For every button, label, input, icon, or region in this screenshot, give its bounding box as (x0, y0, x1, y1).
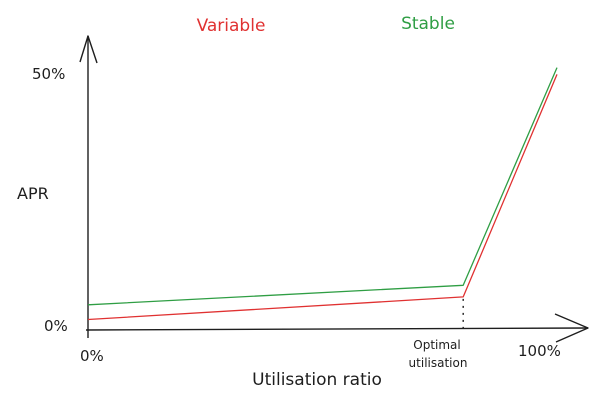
annotation-line-2: utilisation (409, 356, 468, 370)
series-line-variable (87, 74, 558, 321)
x-tick-label-max: 100% (518, 342, 561, 360)
x-axis-label: Utilisation ratio (252, 370, 382, 390)
y-tick-label-min: 0% (44, 317, 68, 335)
y-axis-arrow (79, 35, 98, 64)
x-axis-arrow (554, 313, 589, 343)
x-tick-label-min: 0% (80, 347, 104, 365)
y-tick-label-max: 50% (32, 65, 65, 83)
y-axis-label: APR (17, 184, 49, 203)
x-axis (85, 327, 589, 331)
series-line-stable (87, 67, 558, 306)
annotation-line-1: Optimal (413, 338, 460, 352)
legend-label-variable: Variable (197, 16, 266, 36)
legend-label-stable: Stable (401, 14, 455, 34)
